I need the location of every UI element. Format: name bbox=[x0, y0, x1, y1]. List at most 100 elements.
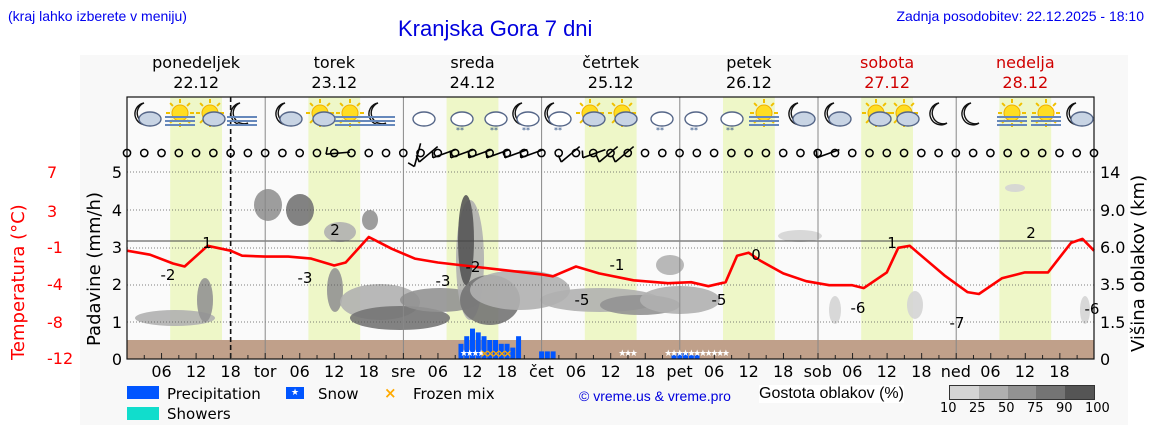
svg-text:★: ★ bbox=[477, 349, 485, 359]
temp-annotation: -6 bbox=[1085, 300, 1100, 318]
copyright-link[interactable]: © vreme.us & vreme.pro bbox=[579, 388, 731, 404]
legend-showers-label: Showers bbox=[167, 405, 231, 423]
day-header-4: petek 26.12 bbox=[679, 53, 819, 93]
cloud-density-title: Gostota oblakov (%) bbox=[759, 385, 904, 403]
legend-snow-label: Snow bbox=[318, 385, 359, 403]
svg-text:3: 3 bbox=[112, 238, 122, 257]
svg-text:**: ** bbox=[554, 126, 562, 135]
sun-cloud-icon bbox=[608, 99, 638, 127]
svg-text:18: 18 bbox=[1049, 362, 1069, 381]
svg-text:sre: sre bbox=[391, 362, 415, 381]
temp-annotation: -1 bbox=[610, 256, 625, 274]
svg-text:**: ** bbox=[490, 126, 498, 135]
legend-frozen-mix-label: Frozen mix bbox=[413, 385, 495, 403]
svg-text:4: 4 bbox=[112, 201, 122, 220]
day-date: 24.12 bbox=[449, 73, 496, 92]
svg-text:18: 18 bbox=[220, 362, 240, 381]
day-date: 22.12 bbox=[173, 73, 219, 92]
day-header-3: četrtek 25.12 bbox=[541, 53, 681, 93]
legend-precipitation-swatch bbox=[127, 386, 159, 399]
temp-annotation: 0 bbox=[751, 246, 761, 264]
temp-annotation: -5 bbox=[712, 291, 727, 309]
temp-annotation: -3 bbox=[436, 272, 451, 290]
sun-fog-icon bbox=[335, 99, 365, 127]
svg-text:18: 18 bbox=[773, 362, 793, 381]
density-tick: 90 bbox=[1056, 401, 1073, 416]
svg-text:12: 12 bbox=[738, 362, 758, 381]
svg-text:06: 06 bbox=[428, 362, 448, 381]
moon-cloud-icon bbox=[788, 102, 816, 127]
day-date: 27.12 bbox=[864, 73, 910, 92]
svg-text:0: 0 bbox=[1100, 350, 1110, 369]
snow-icon: ★ bbox=[286, 387, 304, 399]
svg-text:čet: čet bbox=[529, 362, 554, 381]
svg-text:★: ★ bbox=[710, 349, 718, 359]
day-name: četrtek bbox=[582, 53, 640, 72]
day-date: 25.12 bbox=[587, 73, 634, 92]
svg-text:5: 5 bbox=[112, 163, 122, 182]
svg-text:★: ★ bbox=[630, 349, 638, 359]
svg-text:12: 12 bbox=[462, 362, 482, 381]
svg-text:1: 1 bbox=[112, 313, 122, 332]
svg-text:06: 06 bbox=[289, 362, 309, 381]
cloud-snow-icon: ** bbox=[720, 111, 744, 135]
day-date: 26.12 bbox=[725, 73, 772, 92]
svg-text:18: 18 bbox=[359, 362, 379, 381]
svg-text:×: × bbox=[503, 347, 512, 360]
sun-fog-icon bbox=[749, 99, 779, 127]
moon-fog-icon bbox=[227, 102, 257, 126]
day-name: nedelja bbox=[995, 53, 1055, 72]
svg-text:★: ★ bbox=[471, 349, 479, 359]
svg-text:-4: -4 bbox=[47, 275, 63, 294]
svg-text:3.5: 3.5 bbox=[1100, 275, 1125, 294]
svg-text:14: 14 bbox=[1100, 163, 1120, 182]
cloud-icon bbox=[412, 111, 436, 127]
cloud-height-axis-label: Višina oblakov (km) bbox=[1128, 174, 1149, 352]
sun-cloud-icon bbox=[862, 99, 892, 127]
svg-text:ned: ned bbox=[941, 362, 971, 381]
svg-text:1.5: 1.5 bbox=[1100, 313, 1125, 332]
svg-text:**: ** bbox=[656, 126, 664, 135]
svg-text:★: ★ bbox=[664, 349, 672, 359]
svg-text:12: 12 bbox=[1015, 362, 1035, 381]
svg-text:06: 06 bbox=[704, 362, 724, 381]
sun-fog-icon bbox=[165, 99, 195, 127]
svg-text:18: 18 bbox=[635, 362, 655, 381]
temp-annotation: -5 bbox=[575, 291, 590, 309]
svg-text:2: 2 bbox=[112, 275, 122, 294]
svg-text:pet: pet bbox=[666, 362, 692, 381]
moon-cloud-icon bbox=[275, 102, 303, 127]
cloud-snow-icon: ** bbox=[650, 111, 674, 135]
svg-text:★: ★ bbox=[699, 349, 707, 359]
precipitation-axis-label: Padavine (mm/h) bbox=[84, 192, 105, 346]
svg-text:06: 06 bbox=[151, 362, 171, 381]
cloud-snow-icon: ** bbox=[484, 111, 508, 135]
svg-text:tor: tor bbox=[254, 362, 277, 381]
sun-fog-icon bbox=[1031, 99, 1061, 127]
svg-text:06: 06 bbox=[566, 362, 586, 381]
moon-cloud-snow-icon: ** bbox=[512, 102, 540, 135]
moon-cloud-icon bbox=[134, 102, 162, 127]
cloud-density-scale bbox=[949, 385, 1095, 400]
sun-cloud-icon bbox=[890, 99, 920, 127]
svg-text:★: ★ bbox=[466, 349, 474, 359]
temp-annotation: 1 bbox=[202, 234, 212, 252]
svg-text:-12: -12 bbox=[47, 349, 73, 368]
svg-text:★: ★ bbox=[722, 349, 730, 359]
svg-text:3: 3 bbox=[47, 202, 57, 221]
svg-text:★: ★ bbox=[670, 349, 678, 359]
day-header-2: sreda 24.12 bbox=[403, 53, 543, 93]
cloud-snow-icon: ** bbox=[684, 111, 708, 135]
svg-text:★: ★ bbox=[624, 349, 632, 359]
svg-text:18: 18 bbox=[497, 362, 517, 381]
cloud-snow-icon: ** bbox=[450, 111, 474, 135]
svg-text:7: 7 bbox=[47, 163, 57, 182]
svg-text:**: ** bbox=[690, 126, 698, 135]
moon-icon bbox=[961, 102, 980, 126]
frozen-mix-icon: × bbox=[384, 384, 397, 402]
location-menu-hint[interactable]: (kraj lahko izberete v meniju) bbox=[8, 8, 187, 24]
day-date: 28.12 bbox=[1002, 73, 1049, 92]
svg-text:★: ★ bbox=[460, 349, 468, 359]
svg-text:-1: -1 bbox=[47, 238, 63, 257]
